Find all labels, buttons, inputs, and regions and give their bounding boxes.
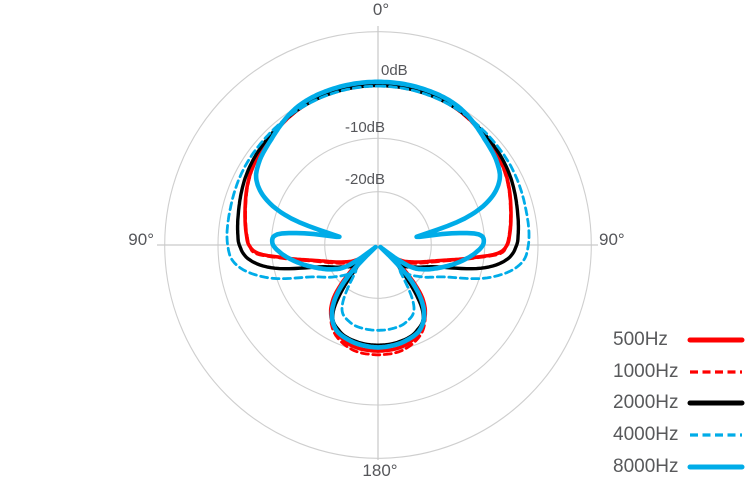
curve-4000hz bbox=[225, 84, 531, 332]
angle-label-90-left: 90° bbox=[128, 230, 154, 249]
angle-label-0: 0° bbox=[372, 0, 390, 19]
angle-label-180: 180° bbox=[362, 461, 398, 480]
radial-tick-minus20db: -20dB bbox=[345, 171, 386, 188]
radial-tick-minus10db: -10dB bbox=[345, 119, 386, 136]
curve-1000hz bbox=[244, 84, 512, 357]
curve-8000hz bbox=[253, 79, 503, 350]
angle-label-90-right: 90° bbox=[599, 230, 625, 249]
radial-tick-0db: 0dB bbox=[381, 62, 408, 79]
